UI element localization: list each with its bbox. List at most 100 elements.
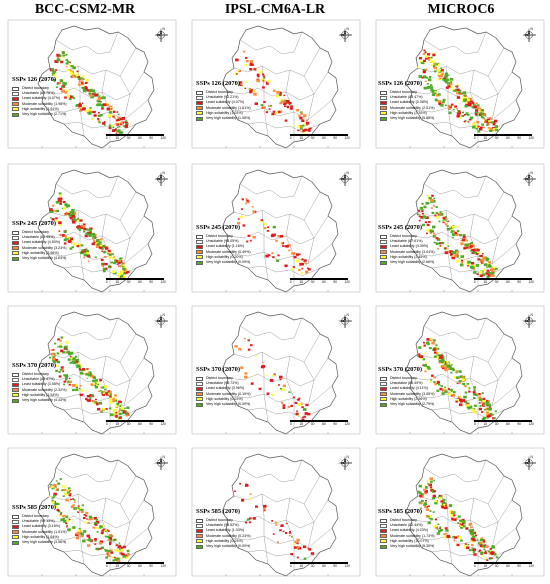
suitability-cell-very-high: [102, 270, 106, 273]
legend-item-high: High suitability (10.07%): [380, 539, 435, 544]
north-arrow-icon: N: [154, 171, 168, 186]
suitability-cell-very-high: [89, 233, 92, 235]
suitability-cell-high: [304, 123, 307, 126]
suitability-cell-moderate: [306, 119, 309, 122]
suitability-cell-least: [118, 262, 121, 265]
suitability-cell-least: [302, 129, 306, 132]
suitability-cell-high: [88, 108, 92, 111]
legend-swatch: [380, 106, 387, 111]
suitability-cell-very-high: [431, 211, 435, 215]
scale-bar: 0 15 30 60 90 120: [474, 134, 534, 140]
suitability-cell-very-high: [475, 127, 478, 130]
suitability-cell-least: [439, 527, 441, 529]
suitability-cell-very-high: [60, 336, 64, 339]
suitability-cell-moderate: [430, 199, 434, 202]
suitability-cell-moderate: [280, 401, 284, 404]
district-boundary: [55, 175, 119, 199]
suitability-cell-least: [108, 126, 112, 129]
suitability-cell-moderate: [460, 242, 464, 246]
suitability-cell-very-high: [434, 70, 437, 73]
suitability-cell-very-high: [52, 70, 56, 73]
suitability-cell-high: [271, 394, 275, 397]
suitability-cell-high: [436, 215, 440, 219]
suitability-cell-very-high: [92, 89, 95, 91]
suitability-cell-very-high: [441, 361, 444, 364]
legend-swatch: [196, 116, 203, 121]
scale-number: 120: [344, 564, 350, 568]
suitability-cell-high: [118, 122, 120, 124]
suitability-cell-moderate: [425, 80, 427, 82]
legend-label: Unsuitable (98.73%): [206, 381, 239, 386]
scale-number: 0: [290, 422, 292, 426]
scale-number: 15: [115, 280, 120, 284]
study-area-outline: [221, 311, 339, 435]
suitability-cell-high: [84, 521, 87, 524]
suitability-cell-very-high: [423, 364, 427, 367]
suitability-cell-least: [467, 102, 472, 106]
suitability-cell-very-high: [486, 124, 489, 126]
legend-label: Unsuitable (92.21%): [206, 95, 239, 100]
legend-swatch: [196, 90, 203, 95]
suitability-cell-very-high: [454, 88, 458, 92]
suitability-cell-very-high: [55, 86, 58, 88]
suitability-cell-very-high: [99, 390, 102, 392]
suitability-cell-high: [472, 122, 476, 125]
suitability-cell-least: [450, 253, 453, 256]
suitability-cell-least: [282, 245, 285, 247]
suitability-cell-least: [445, 504, 447, 507]
legend-label: Unsuitable (88.47%): [22, 377, 55, 382]
suitability-cell-least: [454, 231, 458, 234]
suitability-cell-very-high: [466, 244, 470, 247]
suitability-cell-very-high: [489, 413, 493, 416]
suitability-cell-least: [418, 215, 421, 218]
suitability-cell-moderate: [90, 383, 94, 386]
suitability-cell-least: [261, 86, 265, 89]
suitability-cell-least: [247, 348, 251, 351]
suitability-cell-very-high: [83, 251, 87, 254]
suitability-cell-least: [459, 403, 463, 407]
legend-swatch: [380, 518, 387, 523]
suitability-cell-least: [240, 208, 243, 210]
suitability-cell-least: [76, 245, 80, 248]
suitability-cell-very-high: [427, 85, 431, 89]
suitability-cell-least: [99, 379, 102, 382]
suitability-cell-very-high: [64, 203, 68, 206]
suitability-cell-very-high: [69, 211, 73, 214]
suitability-cell-least: [308, 127, 311, 130]
suitability-cell-very-high: [430, 56, 433, 59]
suitability-cell-least: [471, 101, 475, 104]
suitability-cell-very-high: [92, 379, 96, 383]
legend-label: District boundary: [390, 518, 417, 522]
legend-item-district-boundary: District boundary: [12, 230, 67, 235]
legend-swatch: [380, 376, 387, 381]
suitability-cell-high: [113, 411, 117, 415]
suitability-cell-least: [488, 414, 492, 418]
suitability-cell-least: [472, 548, 477, 551]
suitability-cell-least: [418, 219, 421, 222]
suitability-cell-least: [440, 505, 444, 508]
suitability-cell-least: [295, 412, 299, 416]
suitability-cell-moderate: [296, 109, 300, 112]
suitability-cell-high: [74, 244, 77, 247]
map-legend: District boundary Unsuitable (87.61%) Leas…: [380, 234, 435, 265]
suitability-cell-moderate: [54, 210, 57, 212]
scale-number: 0: [106, 280, 108, 284]
suitability-cell-moderate: [61, 89, 65, 93]
suitability-cell-high: [432, 52, 435, 54]
legend-item-moderate: Moderate suitability (1.98%): [12, 102, 67, 107]
suitability-cell-very-high: [420, 493, 424, 496]
suitability-cell-least: [286, 100, 289, 103]
suitability-cell-very-high: [464, 391, 468, 394]
suitability-cell-moderate: [433, 62, 436, 65]
suitability-cell-least: [293, 546, 297, 549]
suitability-cell-least: [283, 102, 287, 106]
suitability-cell-very-high: [419, 206, 423, 210]
suitability-cell-least: [77, 75, 81, 79]
legend-item-high: High suitability (0.20%): [196, 255, 251, 260]
suitability-cell-very-high: [464, 243, 467, 246]
suitability-cell-least: [68, 377, 71, 380]
suitability-cell-least: [109, 543, 112, 545]
suitability-cell-moderate: [299, 129, 301, 131]
scenario-title: SSPs 585 (2070): [378, 508, 423, 515]
suitability-cell-very-high: [493, 553, 497, 556]
